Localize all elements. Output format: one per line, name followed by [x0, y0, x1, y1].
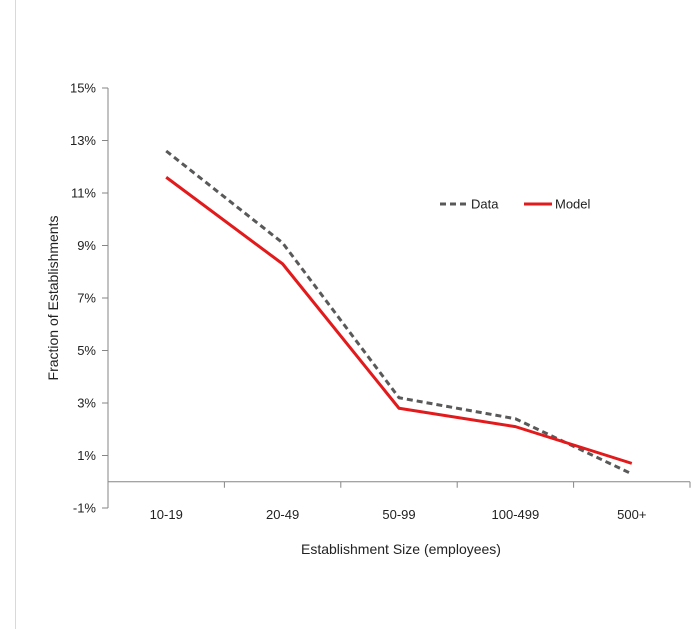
- x-tick-label: 20-49: [266, 507, 299, 522]
- y-tick-label: 7%: [77, 291, 96, 306]
- legend: Data Model: [440, 197, 591, 212]
- y-tick-label: 11%: [71, 186, 96, 201]
- x-tick-label: 500+: [617, 507, 646, 522]
- x-tick-label: 100-499: [492, 507, 540, 522]
- y-tick-label: 3%: [77, 396, 96, 411]
- x-axis-title: Establishment Size (employees): [301, 541, 501, 557]
- series-layer: [165, 149, 633, 476]
- y-tick-label: -1%: [73, 501, 97, 516]
- y-axis: -1% 1% 3% 5% 7% 9% 11% 13% 15%: [70, 81, 109, 516]
- frame-border: [15, 0, 16, 629]
- y-tick-label: 13%: [70, 133, 96, 148]
- x-tick-label: 50-99: [382, 507, 415, 522]
- y-tick-label: 5%: [77, 343, 96, 358]
- legend-label-data: Data: [471, 197, 499, 212]
- x-axis: 10-19 20-49 50-99 100-499 500+: [107, 481, 691, 522]
- legend-label-model: Model: [555, 197, 591, 212]
- series-line-model: [165, 176, 633, 465]
- y-tick-label: 9%: [77, 238, 96, 253]
- x-tick-label: 10-19: [150, 507, 183, 522]
- y-axis-title: Fraction of Establishments: [45, 216, 61, 381]
- y-tick-label: 15%: [70, 81, 96, 96]
- y-tick-label: 1%: [77, 448, 96, 463]
- series-line-data: [165, 149, 633, 476]
